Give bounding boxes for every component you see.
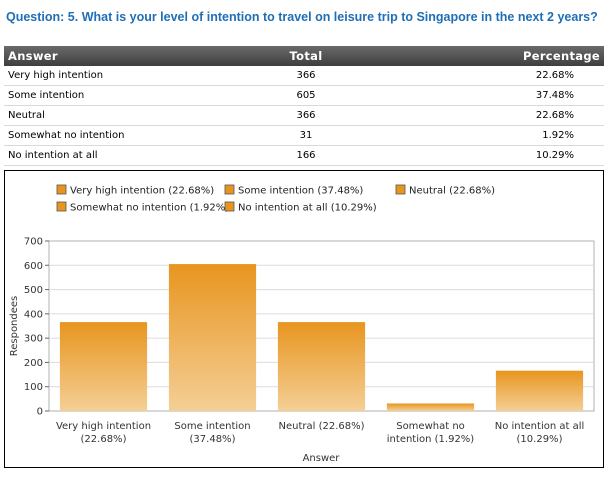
row-percentage: 10.29% [390,145,604,166]
legend-item: Some intention (37.48%) [224,184,363,197]
row-total: 366 [222,66,390,86]
x-tick-label: Somewhat no [396,421,465,432]
legend-swatch [224,201,235,212]
legend-label: Neutral (22.68%) [409,186,495,197]
legend-label: Very high intention (22.68%) [70,186,214,197]
legend-item: Very high intention (22.68%) [56,184,214,197]
header-answer: Answer [4,46,222,66]
x-tick-label: Some intention [174,421,250,432]
y-tick-label: 500 [24,285,43,296]
results-table: Answer Total Percentage Very high intent… [4,46,604,166]
x-tick-label: intention (1.92%) [387,434,475,445]
x-tick-label: (37.48%) [190,434,236,445]
row-total: 366 [222,105,390,126]
y-tick-label: 600 [24,261,43,272]
bar [277,322,366,411]
legend-label: Somewhat no intention (1.92%) [70,203,229,214]
table-row: No intention at all 166 10.29% [4,145,604,166]
legend-label: Some intention (37.48%) [238,186,363,197]
row-answer: Neutral [4,105,222,126]
x-axis-ticks: Very high intention (22.68%) Some intentio… [56,421,584,445]
bars [59,264,584,411]
row-answer: Some intention [4,85,222,106]
bar [168,264,257,411]
y-tick-label: 300 [24,334,43,345]
row-percentage: 22.68% [390,105,604,126]
row-total: 605 [222,85,390,106]
bar [59,322,148,411]
x-tick-label: (10.29%) [517,434,563,445]
header-percentage: Percentage [390,46,604,66]
row-answer: Somewhat no intention [4,125,222,146]
table-row: Neutral 366 22.68% [4,105,604,126]
y-tick-label: 100 [24,382,43,393]
y-tick-label: 700 [24,237,43,248]
legend-swatch [224,184,235,195]
x-tick-label: (22.68%) [81,434,127,445]
row-answer: Very high intention [4,66,222,86]
x-axis-label: Answer [303,453,341,464]
row-percentage: 22.68% [390,66,604,86]
row-total: 166 [222,145,390,166]
y-tick-label: 0 [37,407,43,418]
legend-item: Neutral (22.68%) [395,184,495,197]
y-axis-ticks: 0 100 200 300 400 500 600 700 [24,237,49,418]
x-tick-label: Neutral (22.68%) [278,421,364,432]
legend-swatch [395,184,406,195]
chart-container: Very high intention (22.68%) Some intenti… [4,170,604,468]
table-row: Somewhat no intention 31 1.92% [4,125,604,146]
table-header-row: Answer Total Percentage [4,46,604,66]
legend-item: Somewhat no intention (1.92%) [56,201,229,214]
x-tick-label: Very high intention [56,421,151,432]
row-percentage: 1.92% [390,125,604,146]
y-axis-label: Respondees [9,296,20,357]
header-total: Total [222,46,390,66]
legend-swatch [56,184,67,195]
x-tick-label: No intention at all [495,421,585,432]
bar [386,403,475,411]
table-row: Very high intention 366 22.68% [4,66,604,86]
y-tick-label: 400 [24,309,43,320]
row-total: 31 [222,125,390,146]
chart-legend: Very high intention (22.68%) Some intenti… [56,184,495,214]
row-percentage: 37.48% [390,85,604,106]
bar [495,370,584,411]
legend-label: No intention at all (10.29%) [238,203,377,214]
legend-swatch [56,201,67,212]
legend-item: No intention at all (10.29%) [224,201,377,214]
table-row: Some intention 605 37.48% [4,85,604,106]
question-title: Question: 5. What is your level of inten… [6,10,598,24]
row-answer: No intention at all [4,145,222,166]
y-tick-label: 200 [24,358,43,369]
bar-chart: Very high intention (22.68%) Some intenti… [9,184,595,464]
